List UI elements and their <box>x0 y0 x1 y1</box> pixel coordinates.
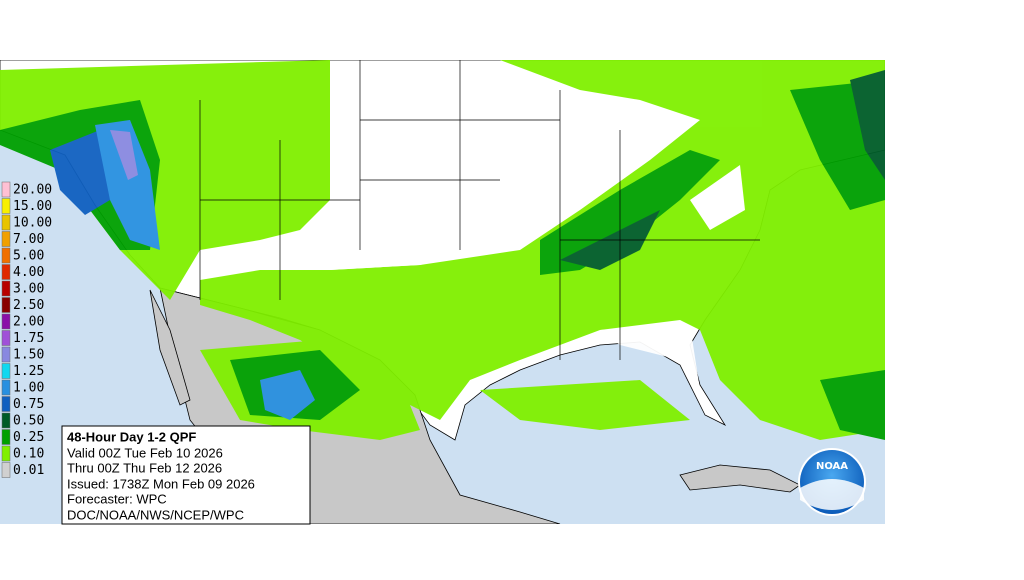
info-line: Thru 00Z Thu Feb 12 2026 <box>67 460 222 475</box>
legend-swatch <box>1 462 11 478</box>
legend-label: 1.00 <box>13 381 44 396</box>
legend-label: 3.00 <box>13 282 44 297</box>
info-line: Valid 00Z Tue Feb 10 2026 <box>67 445 223 460</box>
info-line: Issued: 1738Z Mon Feb 09 2026 <box>67 476 255 491</box>
legend-swatch <box>1 346 11 363</box>
legend-label: 2.00 <box>13 315 44 330</box>
legend-swatch <box>1 363 11 379</box>
legend-swatch <box>1 264 11 280</box>
info-line: DOC/NOAA/NWS/NCEP/WPC <box>67 507 244 522</box>
legend-swatch <box>1 247 11 264</box>
legend-label: 7.00 <box>13 232 44 247</box>
legend-label: 4.00 <box>13 265 44 280</box>
legend: 20.0015.0010.007.005.004.003.002.502.001… <box>1 181 52 478</box>
cuba <box>679 464 801 493</box>
legend-swatch <box>1 412 11 429</box>
legend-swatch <box>1 379 11 396</box>
legend-label: 0.25 <box>13 430 44 445</box>
legend-swatch <box>1 429 11 445</box>
legend-swatch <box>1 214 11 231</box>
legend-label: 20.00 <box>13 183 52 198</box>
legend-label: 5.00 <box>13 249 44 264</box>
legend-swatch <box>1 181 11 198</box>
legend-label: 1.75 <box>13 331 44 346</box>
logo-wave <box>800 479 864 510</box>
legend-label: 0.50 <box>13 414 44 429</box>
legend-swatch <box>1 198 11 214</box>
legend-label: 1.50 <box>13 348 44 363</box>
info-line: Forecaster: WPC <box>67 491 167 506</box>
legend-label: 1.25 <box>13 364 44 379</box>
precip <box>0 60 885 440</box>
baja <box>149 289 191 406</box>
legend-swatch <box>1 313 11 330</box>
legend-label: 0.01 <box>13 463 44 478</box>
legend-swatch <box>1 445 11 462</box>
info-title: 48-Hour Day 1-2 QPF <box>67 429 196 444</box>
legend-swatch <box>1 330 11 346</box>
map-area <box>0 60 885 524</box>
noaa-logo: NOAA <box>798 448 866 516</box>
legend-swatch <box>1 396 11 412</box>
legend-label: 10.00 <box>13 216 52 231</box>
legend-swatch <box>1 231 11 247</box>
legend-label: 0.75 <box>13 397 44 412</box>
legend-label: 15.00 <box>13 199 52 214</box>
legend-swatch <box>1 280 11 297</box>
legend-swatch <box>1 297 11 313</box>
state-lines <box>199 60 760 360</box>
logo-text: NOAA <box>816 461 848 472</box>
legend-label: 2.50 <box>13 298 44 313</box>
info-box <box>61 425 311 525</box>
legend-label: 0.10 <box>13 447 44 462</box>
